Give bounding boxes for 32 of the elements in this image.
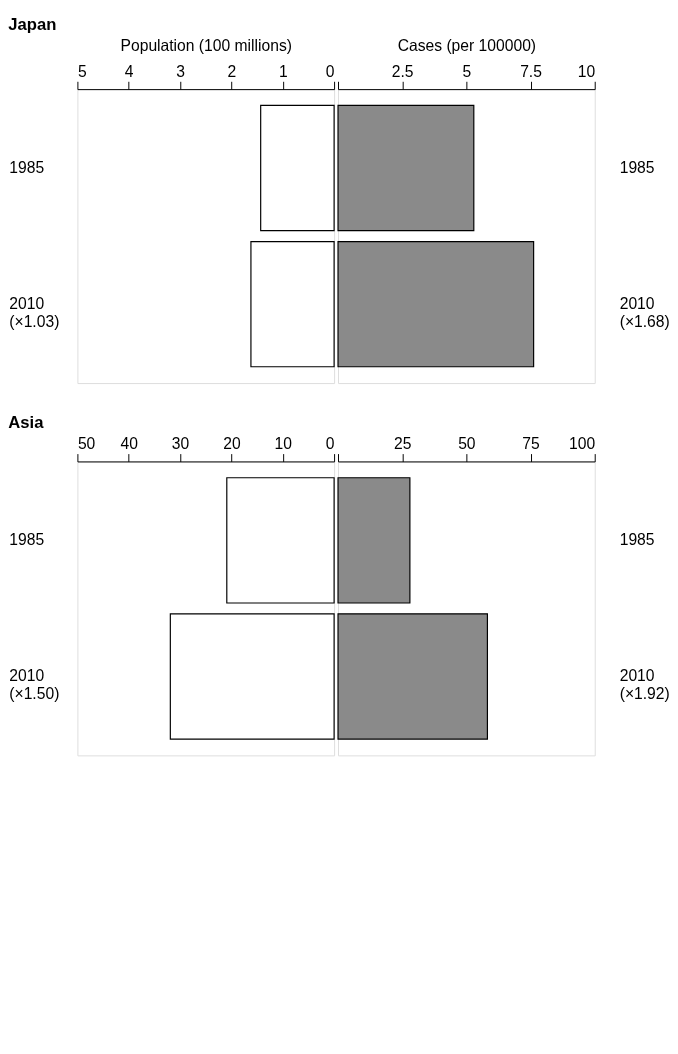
y-tick-label: 1985	[9, 531, 45, 549]
y-tick-label: 2010 (×1.92)	[619, 667, 670, 702]
y-tick-label: 1985	[619, 531, 655, 549]
x-tick-label: 25	[393, 435, 412, 453]
x-tick-label: 5	[462, 62, 472, 80]
y-tick-label: 2010 (×1.50)	[9, 667, 60, 702]
x-tick-label: 30	[171, 435, 190, 453]
y-tick-label: 2010 (×1.03)	[9, 295, 60, 330]
chart-title: Asia	[8, 412, 45, 432]
x-tick-label: 40	[120, 435, 139, 453]
chart-title: Japan	[8, 14, 57, 34]
x-tick-label: 0	[325, 62, 335, 80]
x-axis-title: Cases (per 100000)	[397, 37, 537, 55]
x-tick-label: 2	[227, 62, 237, 80]
x-tick-label: 5	[77, 62, 87, 80]
x-tick-label: 10	[274, 435, 293, 453]
x-tick-label: 3	[176, 62, 186, 80]
x-tick-label: 20	[223, 435, 241, 453]
y-tick-label: 1985	[9, 158, 45, 176]
x-tick-label: 10	[577, 62, 596, 80]
x-tick-label: 50	[77, 435, 96, 453]
x-tick-label: 2.5	[391, 62, 414, 80]
y-tick-label: 2010 (×1.68)	[619, 295, 670, 330]
y-tick-label: 1985	[619, 158, 655, 176]
x-tick-label: 75	[522, 435, 541, 453]
x-axis-title: Population (100 millions)	[120, 37, 292, 55]
x-tick-label: 50	[458, 435, 476, 453]
x-tick-label: 4	[124, 62, 134, 80]
x-tick-label: 7.5	[520, 62, 543, 80]
x-tick-label: 100	[569, 435, 596, 453]
x-tick-label: 1	[278, 62, 288, 80]
x-tick-label: 0	[325, 435, 335, 453]
